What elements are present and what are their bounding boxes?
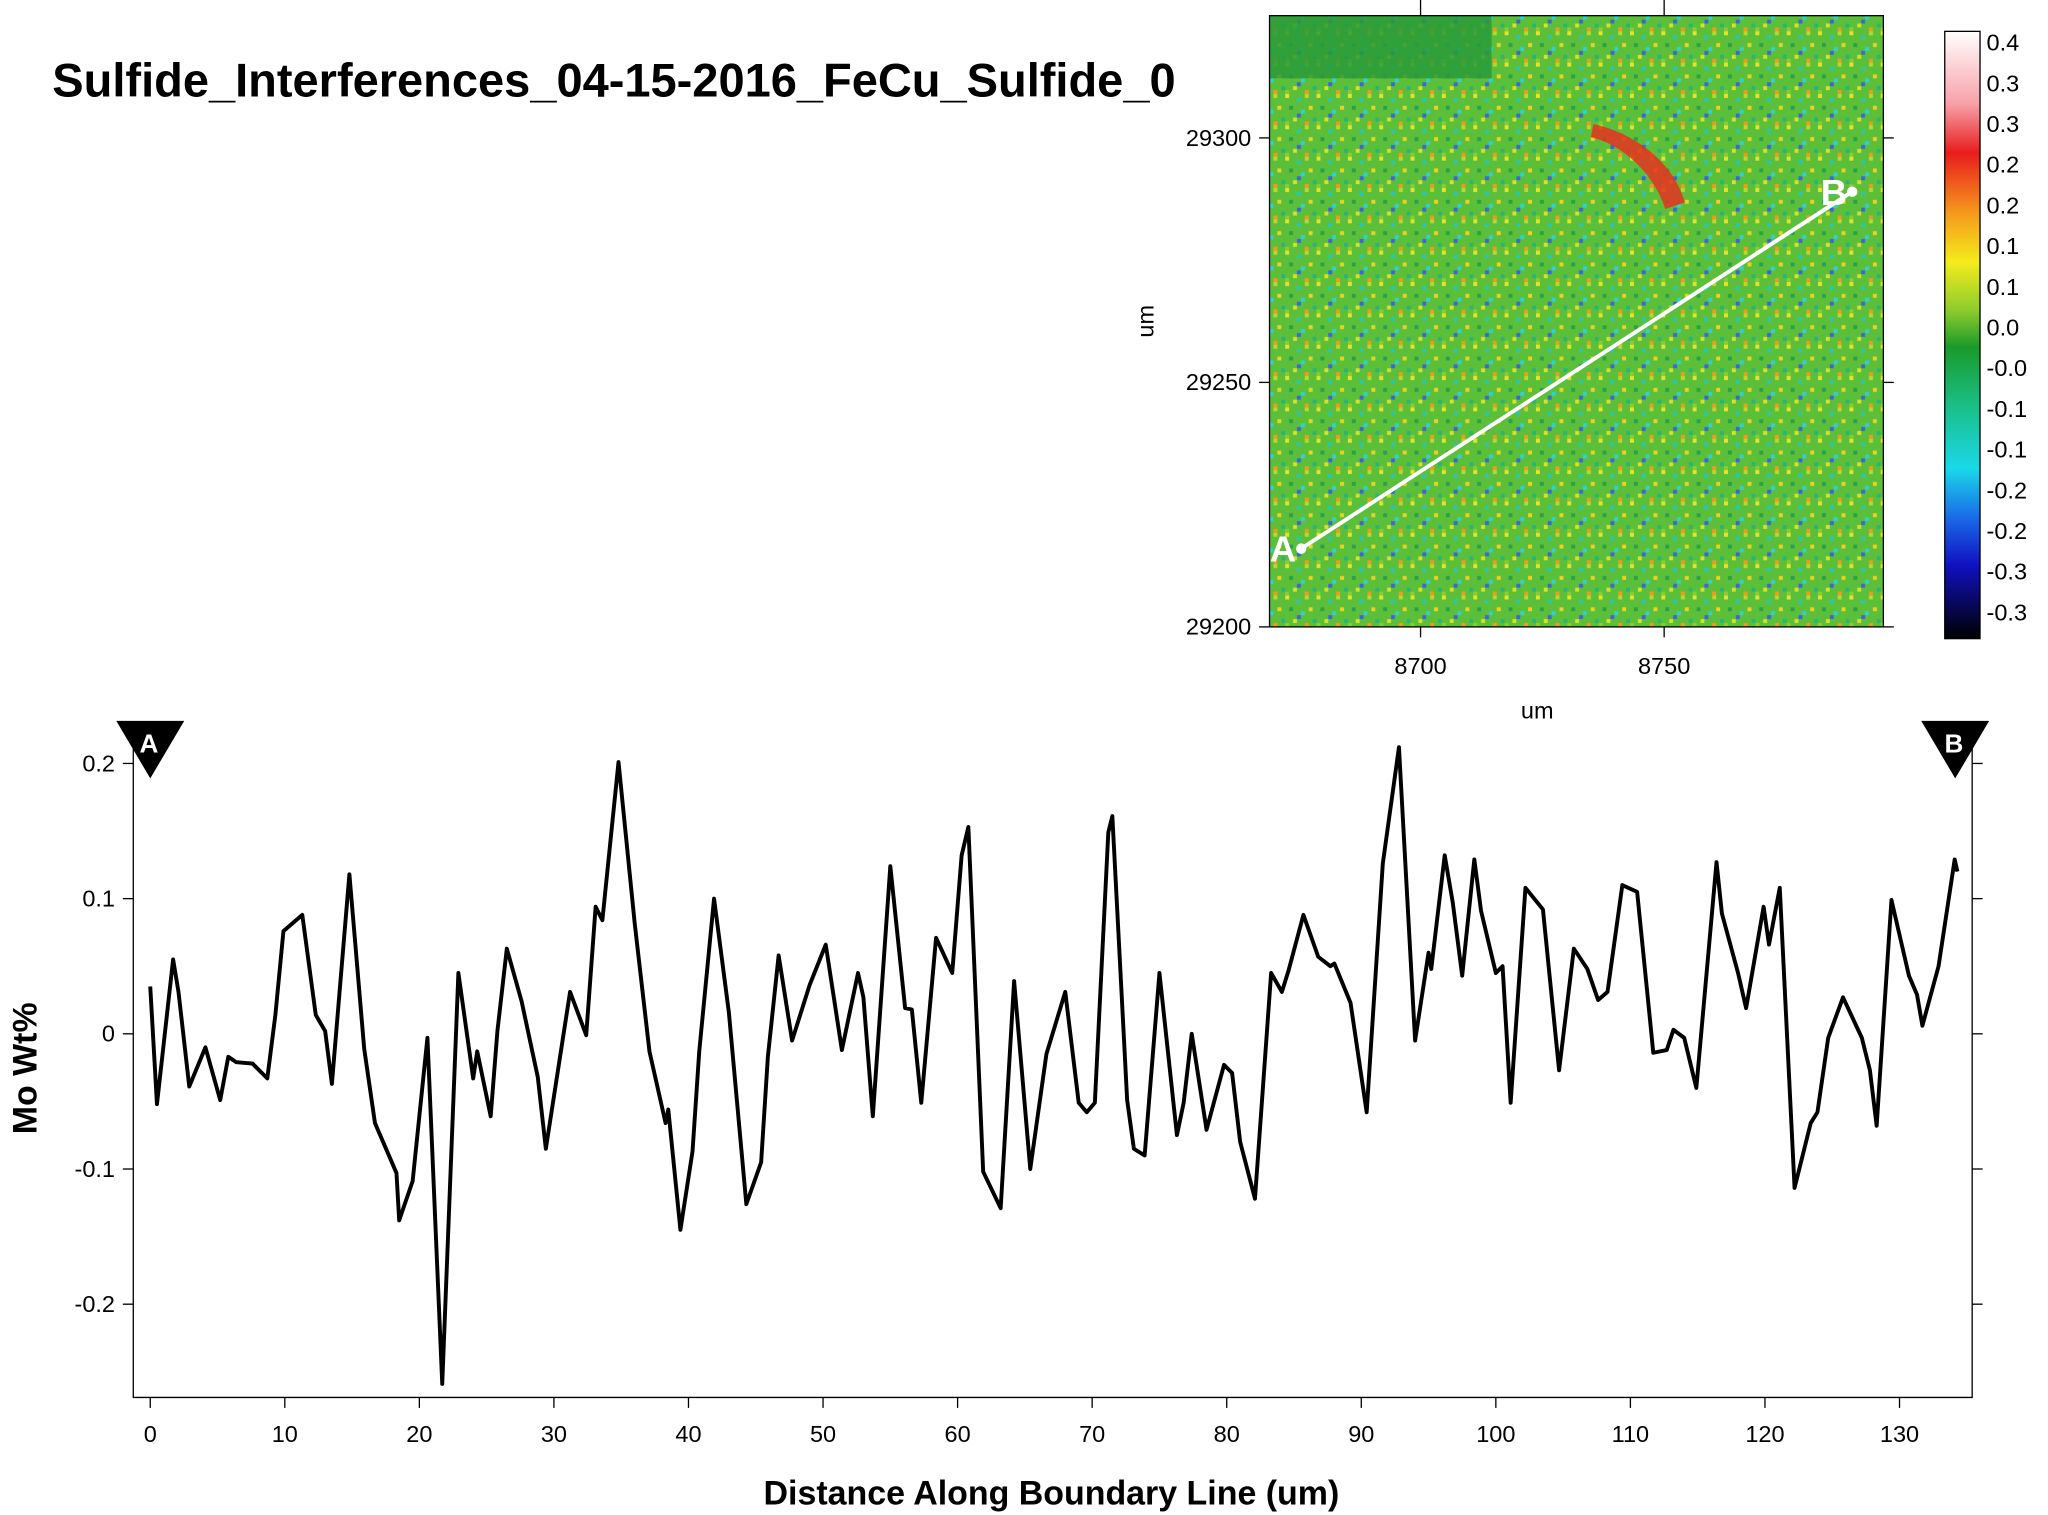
end-marker	[116, 720, 185, 779]
profile-label: B	[1821, 172, 1847, 213]
colorbar-tick-label: -0.1	[1987, 396, 2028, 422]
y-tick-label: 0.2	[82, 750, 115, 776]
x-tick-label: 30	[541, 1421, 567, 1447]
profile-end	[1846, 186, 1858, 197]
y-tick-label: -0.1	[75, 1156, 116, 1182]
colorbar-tick-label: 0.2	[1987, 192, 2020, 218]
profile-line	[1300, 190, 1854, 551]
colorbar-tick-label: -0.0	[1987, 355, 2028, 381]
y-tick-label: 29250	[1186, 369, 1251, 395]
end-marker	[1921, 720, 1990, 779]
colorbar-tick-label: 0.3	[1987, 70, 2020, 96]
x-tick-label: 60	[945, 1421, 971, 1447]
axis-frame	[132, 741, 1973, 1399]
colorbar-tick-label: 0.0	[1987, 315, 2020, 341]
colorbar-tick-label: 0.1	[1987, 274, 2020, 300]
x-axis-label: um	[1521, 697, 1554, 723]
profile-end	[1295, 543, 1307, 554]
colorbar-tick-label: -0.3	[1987, 599, 2028, 625]
x-tick-label: 130	[1880, 1421, 1919, 1447]
y-tick-label: 29200	[1186, 614, 1251, 640]
y-tick-label: -0.2	[75, 1291, 116, 1317]
colorbar-tick-label: -0.2	[1987, 518, 2028, 544]
colorbar-tick-label: -0.1	[1987, 437, 2028, 463]
x-tick-label: 80	[1214, 1421, 1240, 1447]
x-tick-label: 100	[1476, 1421, 1515, 1447]
y-tick-label: 0.1	[82, 885, 115, 911]
x-tick-label: 110	[1612, 1421, 1649, 1447]
end-marker-label: A	[140, 728, 159, 758]
x-tick-label: 8750	[1638, 653, 1690, 679]
x-tick-label: 50	[810, 1421, 836, 1447]
x-tick-label: 20	[406, 1421, 432, 1447]
map-frame	[1268, 15, 1885, 628]
profile-label: A	[1270, 529, 1296, 570]
x-tick-label: 90	[1348, 1421, 1374, 1447]
colorbar-tick-label: -0.3	[1987, 559, 2028, 585]
x-tick-label: 10	[272, 1421, 298, 1447]
x-tick-label: 70	[1079, 1421, 1105, 1447]
map-image	[1269, 15, 1884, 627]
x-tick-label: 120	[1745, 1421, 1784, 1447]
colorbar-tick-label: 0.3	[1987, 111, 2020, 137]
end-marker-label: B	[1944, 728, 1963, 758]
x-tick-label: 8700	[1394, 653, 1446, 679]
y-tick-label: 0	[102, 1021, 115, 1047]
y-tick-label: 29300	[1186, 125, 1251, 151]
colorbar-tick-label: -0.2	[1987, 477, 2028, 503]
x-tick-label: 40	[675, 1421, 701, 1447]
colorbar	[1944, 30, 1981, 640]
data-line	[148, 745, 1960, 1386]
x-tick-label: 0	[144, 1421, 157, 1447]
y-axis-label: um	[1132, 305, 1158, 338]
y-axis-label: Mo Wt%	[7, 1002, 45, 1134]
colorbar-tick-label: 0.2	[1987, 152, 2020, 178]
x-axis-label: Distance Along Boundary Line (um)	[764, 1475, 1340, 1513]
colorbar-tick-label: 0.4	[1987, 30, 2020, 56]
title: Sulfide_Interferences_04-15-2016_FeCu_Su…	[52, 54, 1175, 107]
colorbar-tick-label: 0.1	[1987, 233, 2020, 259]
